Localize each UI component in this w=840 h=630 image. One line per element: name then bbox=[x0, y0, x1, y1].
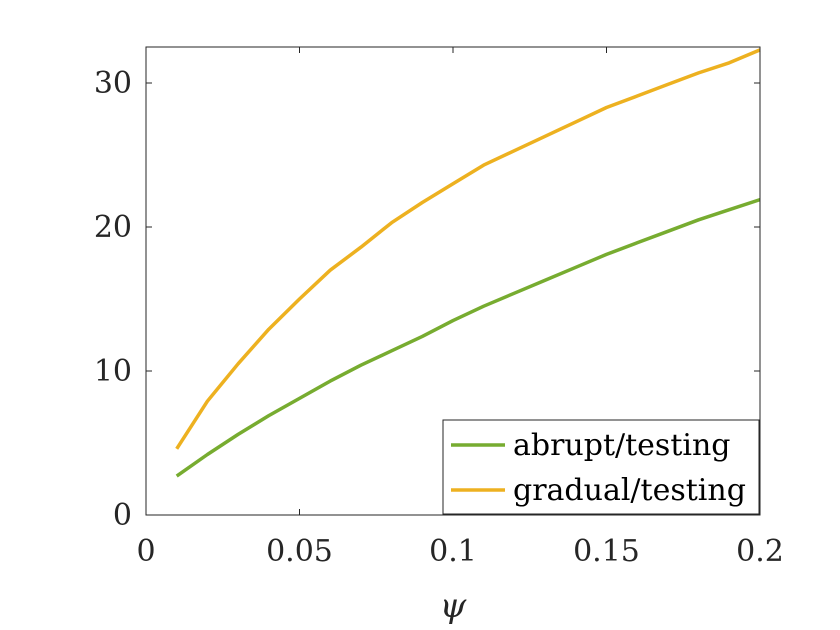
y-tick-label: 0 bbox=[113, 498, 132, 533]
x-tick-label: 0 bbox=[136, 534, 155, 569]
x-tick-label: 0.05 bbox=[266, 534, 333, 569]
legend-entry-0: abrupt/testing bbox=[513, 428, 731, 463]
x-tick-label: 0.15 bbox=[573, 534, 640, 569]
legend-entry-1: gradual/testing bbox=[513, 473, 746, 508]
series-layer bbox=[175, 48, 761, 478]
legend: abrupt/testing gradual/testing bbox=[442, 419, 760, 515]
y-tick-label: 10 bbox=[94, 354, 132, 389]
y-tick-label: 20 bbox=[94, 210, 132, 245]
series-line-1 bbox=[175, 48, 761, 450]
axes-layer: 0 0.05 0.1 0.15 0.2 0 10 20 30 bbox=[94, 46, 784, 569]
x-tick-label: 0.1 bbox=[429, 534, 477, 569]
series-line-0 bbox=[175, 197, 761, 478]
x-axis-label: ψ bbox=[440, 586, 467, 626]
legend-box bbox=[442, 419, 760, 515]
y-tick-label: 30 bbox=[94, 66, 132, 101]
x-tick-label: 0.2 bbox=[736, 534, 784, 569]
